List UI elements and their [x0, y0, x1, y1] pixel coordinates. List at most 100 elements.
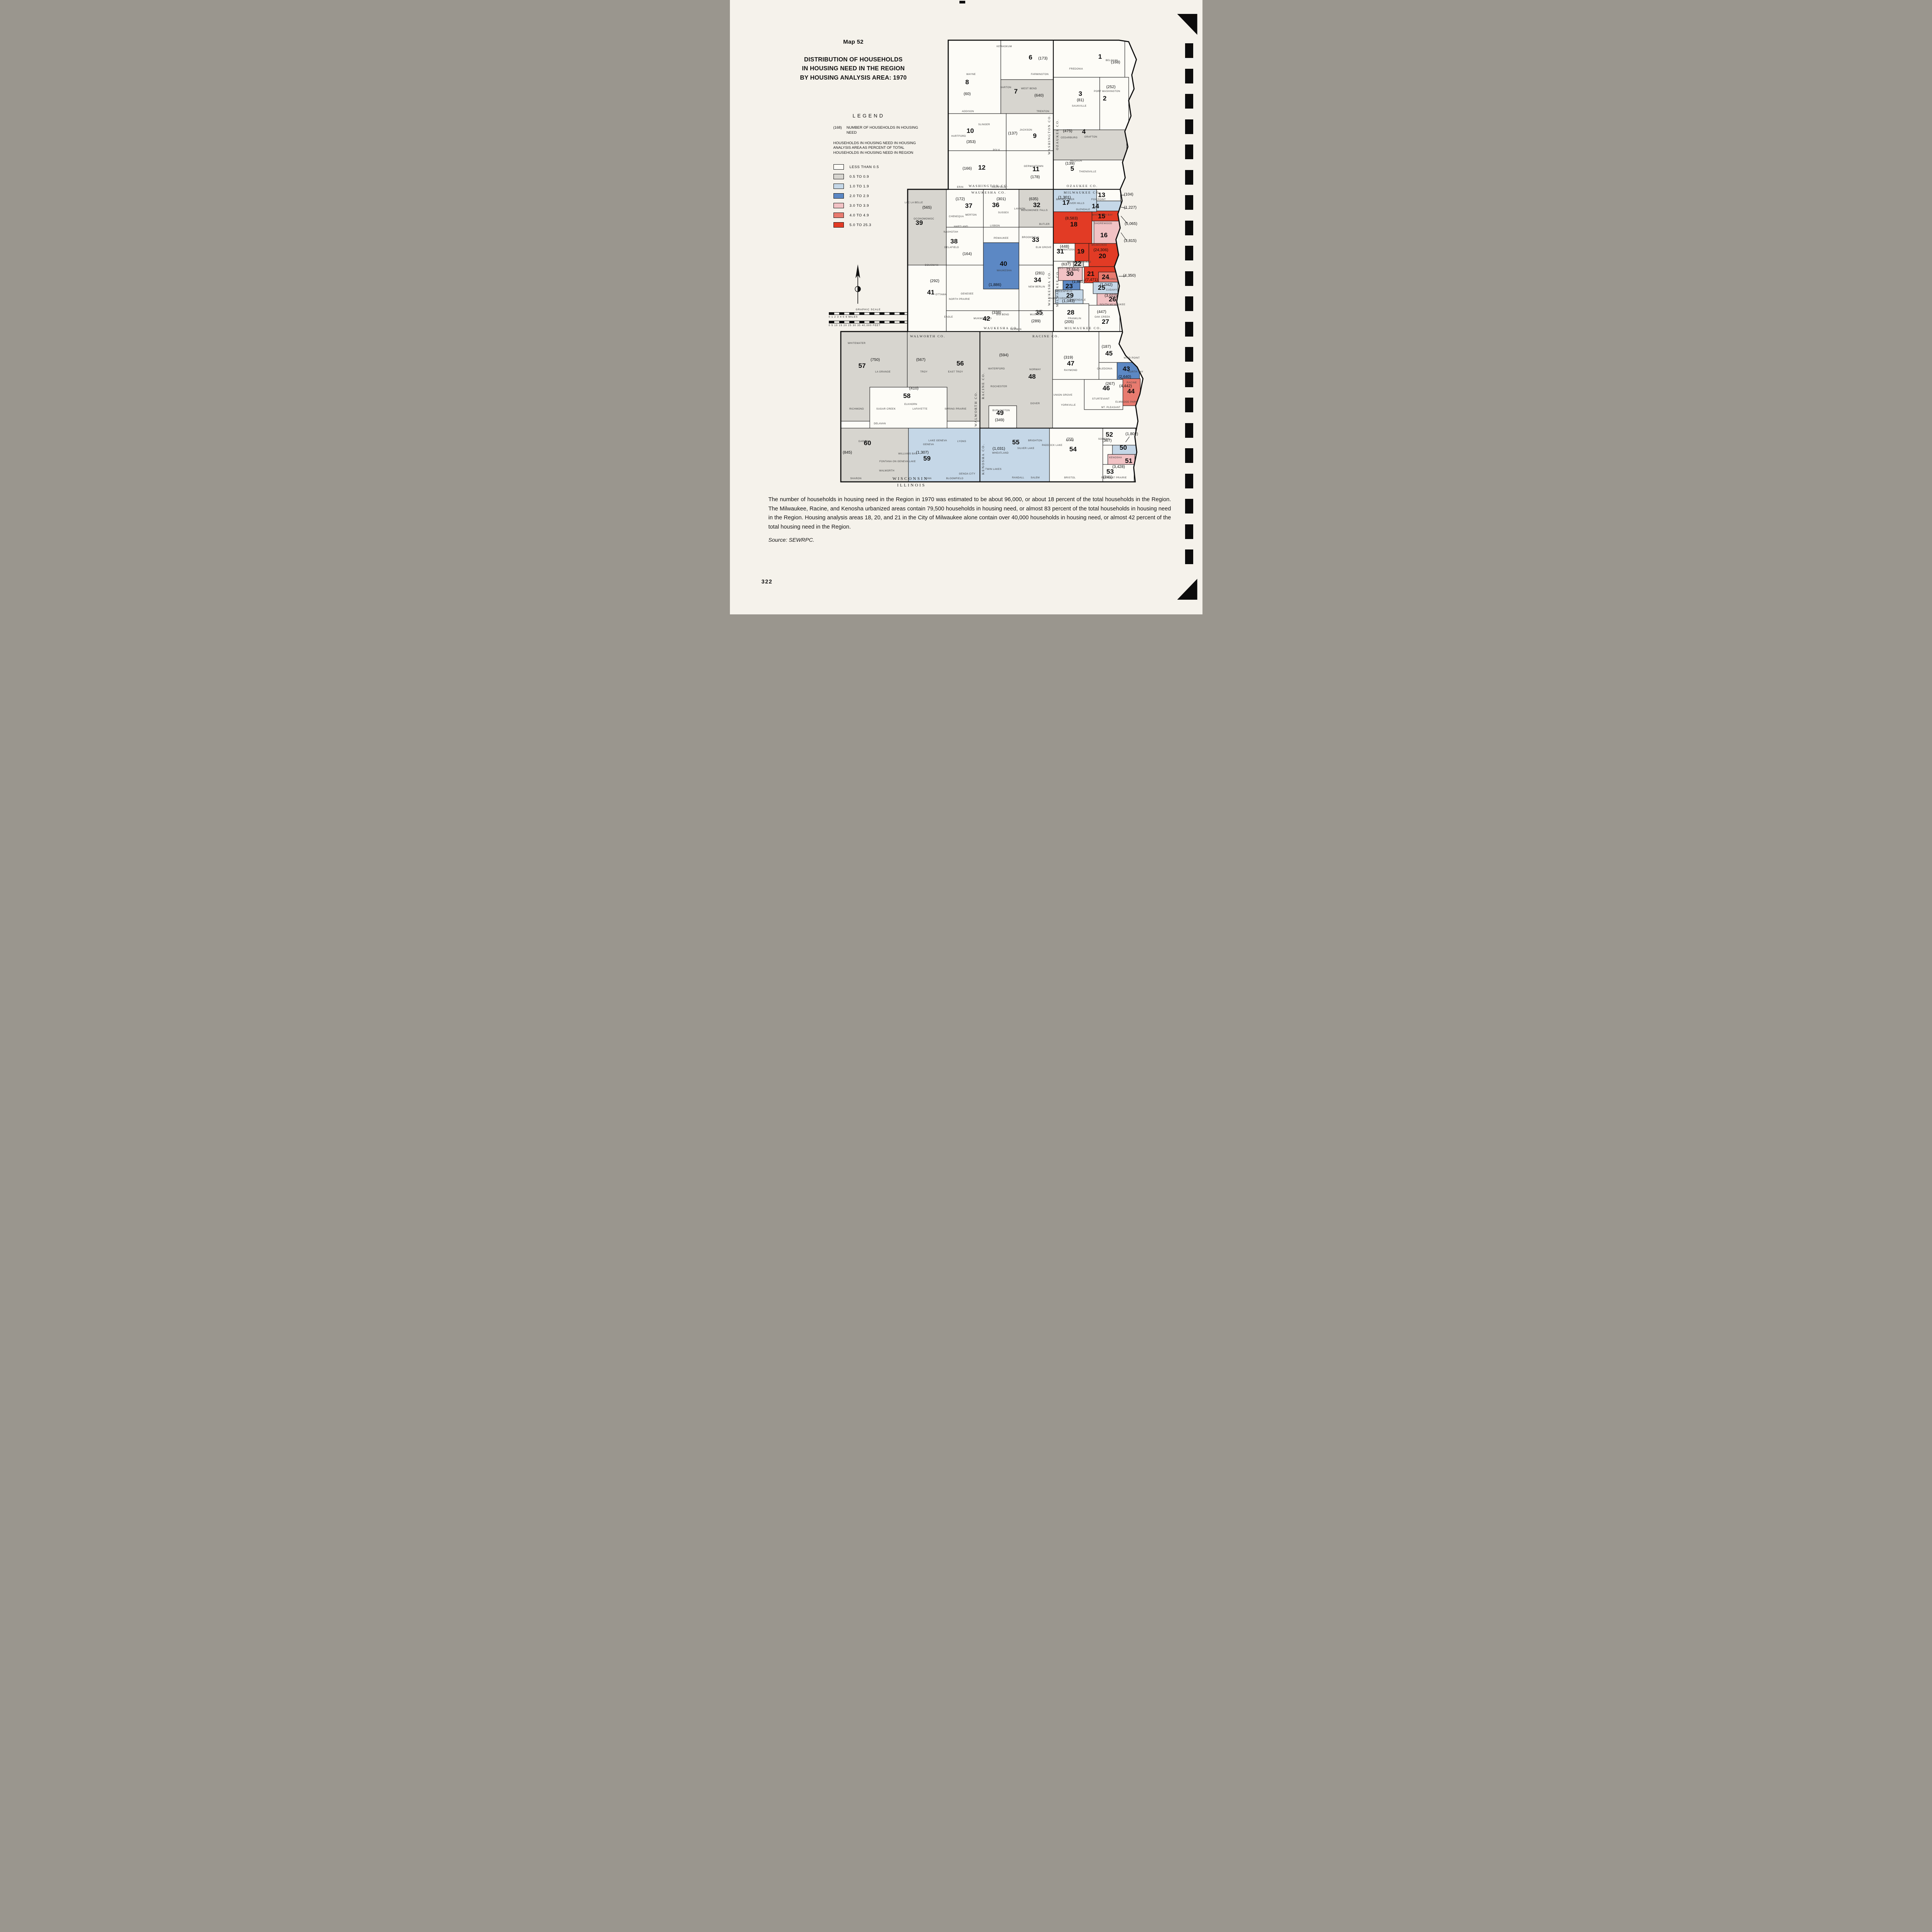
area-count-29: (1,043) — [1062, 299, 1075, 303]
map-title-line3: BY HOUSING ANALYSIS AREA: 1970 — [800, 74, 907, 81]
area-number-22: 22 — [1074, 260, 1081, 267]
area-number-38: 38 — [950, 238, 957, 245]
legend-row-0: LESS THAN 0.5 — [833, 164, 949, 170]
binding-mark — [1185, 195, 1193, 210]
callout-leader — [1121, 232, 1126, 241]
analysis-area-36 — [983, 189, 1019, 228]
legend-label-5: 4.0 TO 4.9 — [849, 213, 869, 218]
town-label: DOVER — [1030, 402, 1039, 405]
town-label: RAYMOND — [1064, 369, 1077, 372]
area-number-7: 7 — [1014, 88, 1017, 95]
town-label: BUTLER — [1039, 223, 1049, 226]
legend-swatch-darkred — [833, 222, 844, 228]
area-count-13: (104) — [1124, 192, 1133, 197]
town-label: HARTFORD — [951, 135, 966, 138]
area-count-14: (1,227) — [1124, 206, 1136, 210]
county-label: OZAUKEE CO. — [1066, 184, 1098, 188]
area-count-41: (292) — [930, 279, 939, 283]
area-number-46: 46 — [1102, 384, 1110, 392]
town-label: CHENEQUA — [949, 215, 964, 218]
area-count-44: (4,442) — [1119, 384, 1132, 388]
area-count-52: (367) — [1102, 439, 1111, 443]
area-count-24: (4,350) — [1123, 274, 1136, 278]
area-count-55: (1,031) — [992, 447, 1005, 451]
region-map: KEWASKUM WAYNE FARMINGTON BARTON WEST BEND AD… — [840, 39, 1143, 488]
area-count-51: (3,428) — [1112, 465, 1125, 469]
binding-mark — [1185, 220, 1193, 235]
area-number-55: 55 — [1012, 439, 1019, 446]
area-number-43: 43 — [1122, 365, 1130, 372]
town-label: WIND POINT — [1124, 357, 1140, 359]
area-count-56: (567) — [916, 358, 925, 362]
analysis-area-60 — [840, 428, 909, 482]
town-label: MILWAUKEE — [1091, 244, 1107, 247]
analysis-area-8 — [947, 40, 1001, 114]
area-number-4: 4 — [1082, 128, 1086, 135]
town-label: WATERFORD — [988, 367, 1005, 370]
county-label: RACINE CO. — [1032, 334, 1059, 338]
area-count-37: (172) — [955, 197, 964, 201]
town-label: GREENDALE — [1069, 299, 1085, 301]
area-number-30: 30 — [1066, 270, 1073, 277]
town-label: MEQUON — [1070, 160, 1082, 162]
town-label: GRAFTON — [1084, 136, 1097, 138]
area-count-18: (8,583) — [1065, 216, 1078, 221]
area-number-42: 42 — [983, 315, 990, 322]
area-number-56: 56 — [956, 360, 964, 367]
graphic-scale-heading: GRAPHIC SCALE — [855, 308, 881, 311]
area-number-8: 8 — [965, 78, 969, 86]
legend-swatch-pink — [833, 203, 844, 209]
town-label: HARTLAND — [954, 225, 968, 228]
town-label: LA GRANGE — [875, 371, 891, 373]
town-label: NORWAY — [1029, 368, 1041, 371]
legend-label-2: 1.0 TO 1.9 — [849, 184, 869, 189]
analysis-area-2 — [1099, 77, 1129, 130]
scale-miles-labels: 0 1 2 3 4 5 6 MILES — [828, 316, 858, 318]
area-patches — [840, 40, 1141, 482]
state-label-illinois: ILLINOIS — [897, 483, 925, 488]
town-label: PORT WASHINGTON — [1094, 90, 1120, 93]
analysis-area-55 — [979, 428, 1050, 482]
town-label: YORKVILLE — [1061, 404, 1076, 406]
town-label: PADDOCK LAKE — [1042, 444, 1062, 447]
area-count-6: (173) — [1038, 56, 1047, 61]
analysis-area-4 — [1053, 129, 1127, 160]
area-count-40: (1,886) — [988, 283, 1001, 287]
analysis-area-40 — [983, 242, 1019, 289]
area-count-22: (637) — [1061, 262, 1070, 267]
county-label: WALWORTH CO. — [910, 334, 946, 338]
map-title-line2: IN HOUSING NEED IN THE REGION — [802, 65, 905, 72]
analysis-area-47 — [1052, 331, 1099, 380]
area-count-15: (5,065) — [1124, 222, 1137, 226]
town-label: GENOA CITY — [959, 473, 975, 475]
area-count-8: (60) — [963, 92, 970, 96]
area-count-58: (410) — [909, 386, 918, 391]
town-label: NORTH BAY — [1128, 371, 1143, 373]
town-label: KENOSHA — [1109, 456, 1122, 459]
area-count-32: (635) — [1029, 197, 1038, 201]
town-label: ROCHESTER — [990, 385, 1007, 388]
area-count-21: (7,471) — [1085, 278, 1098, 282]
area-count-23: (1,885) — [1072, 280, 1085, 284]
legend-heading: LEGEND — [852, 113, 885, 119]
analysis-area-33 — [1018, 227, 1054, 265]
area-number-54: 54 — [1069, 446, 1077, 453]
area-count-4: (475) — [1063, 129, 1072, 133]
county-label: MILWAUKEE CO. — [1063, 190, 1100, 194]
area-count-16: (3,815) — [1124, 239, 1136, 243]
county-label: WAUKESHA CO. — [971, 190, 1006, 194]
binding-mark — [1185, 473, 1193, 488]
area-number-21: 21 — [1087, 270, 1094, 277]
legend-count-example: (168) — [833, 126, 842, 130]
town-label: WHITEFISH BAY — [1092, 214, 1113, 216]
town-label: DELAFIELD — [944, 246, 959, 249]
area-number-5: 5 — [1070, 165, 1074, 172]
analysis-area-54 — [1049, 428, 1103, 482]
town-label: SOMERS — [1098, 438, 1110, 440]
town-label: WEST BEND — [1021, 87, 1037, 90]
analysis-area-37 — [946, 189, 984, 228]
town-label: GENESEE — [961, 293, 973, 295]
area-number-12: 12 — [978, 164, 985, 171]
binding-mark — [1185, 372, 1193, 387]
town-label: SAUKVILLE — [1072, 105, 1087, 107]
